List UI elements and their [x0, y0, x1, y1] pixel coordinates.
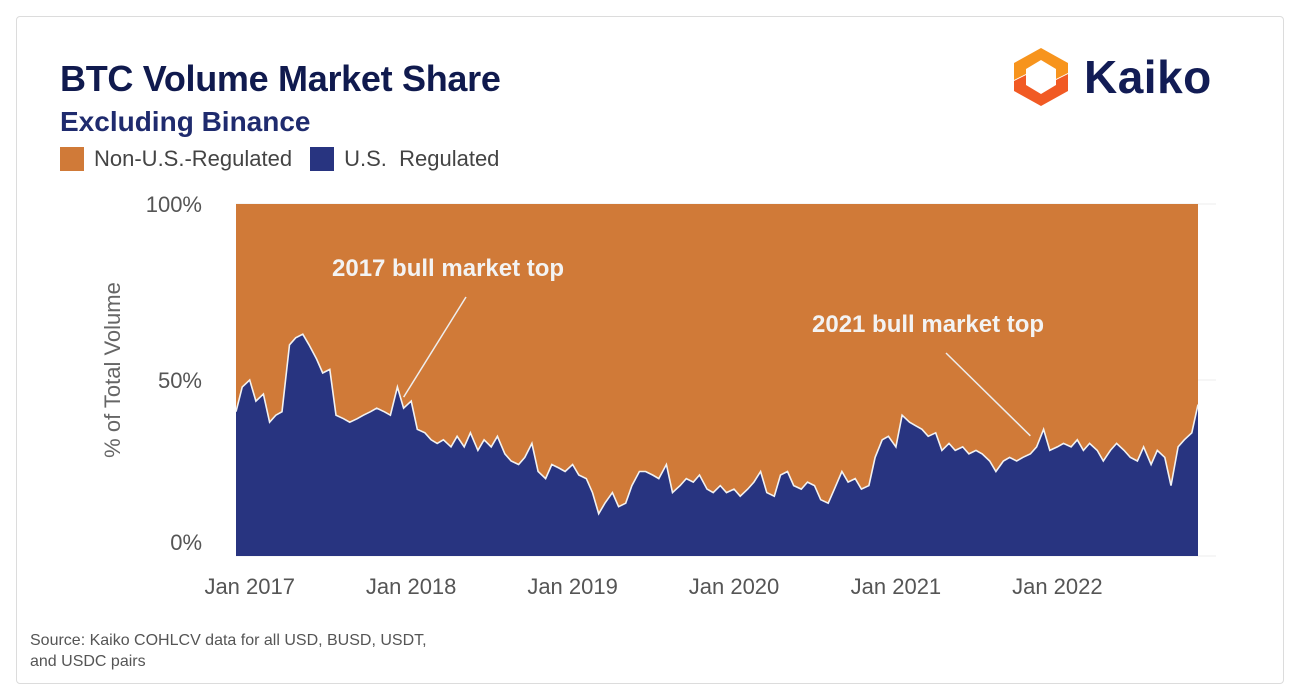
area-us-regulated — [236, 334, 1198, 556]
annotations: 2017 bull market top 2021 bull market top — [332, 255, 1044, 437]
x-tick-label: Jan 2018 — [366, 574, 457, 599]
annotation-label: 2021 bull market top — [812, 311, 1044, 338]
chart-subtitle: Excluding Binance — [60, 106, 311, 137]
x-tick-label: Jan 2017 — [204, 574, 295, 599]
y-axis-ticks: 0% 50% 100% — [146, 192, 202, 555]
y-tick-label: 100% — [146, 192, 202, 217]
x-tick-label: Jan 2021 — [851, 574, 942, 599]
x-tick-label: Jan 2019 — [527, 574, 618, 599]
annotation-label: 2017 bull market top — [332, 255, 564, 282]
kaiko-logo[interactable]: Kaiko — [1010, 46, 1212, 108]
legend: Non-U.S.-Regulated U.S. Regulated — [60, 146, 517, 172]
annotation-leader-line — [402, 296, 467, 398]
legend-label-non-us: Non-U.S.-Regulated — [94, 146, 293, 171]
annotation-leader-line — [945, 352, 1031, 437]
kaiko-logo-text: Kaiko — [1084, 51, 1212, 103]
chart-title: BTC Volume Market Share — [60, 58, 501, 99]
legend-item-non-us[interactable]: Non-U.S.-Regulated — [60, 146, 292, 172]
legend-item-us[interactable]: U.S. Regulated — [310, 146, 499, 172]
legend-label-us: U.S. Regulated — [344, 146, 500, 171]
kaiko-logo-icon — [1014, 48, 1068, 106]
us-regulated-outline — [235, 333, 1199, 516]
y-tick-label: 0% — [170, 530, 202, 555]
legend-swatch-non-us — [60, 147, 84, 171]
y-axis-title: % of Total Volume — [100, 282, 125, 458]
x-tick-label: Jan 2022 — [1012, 574, 1103, 599]
x-axis-ticks: Jan 2017 Jan 2018 Jan 2019 Jan 2020 Jan 2021… — [204, 574, 1102, 599]
source-note: Source: Kaiko COHLCV data for all USD, B… — [30, 632, 427, 670]
x-tick-label: Jan 2020 — [689, 574, 780, 599]
y-tick-label: 50% — [158, 368, 202, 393]
legend-swatch-us — [310, 147, 335, 171]
